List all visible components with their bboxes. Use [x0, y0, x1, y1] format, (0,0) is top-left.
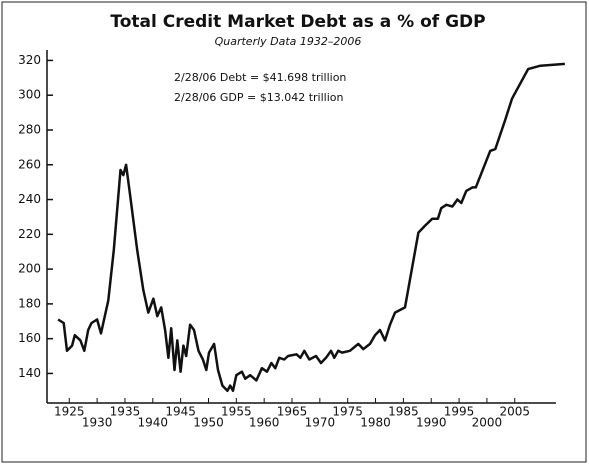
data-line	[57, 62, 565, 393]
x-tick-label: 1990	[416, 416, 447, 430]
y-tick-label: 240	[18, 192, 41, 206]
y-tick-label: 280	[18, 122, 41, 136]
x-tick-label: 1925	[54, 405, 85, 419]
y-tick-label: 180	[18, 296, 41, 310]
x-tick-label: 1995	[444, 405, 475, 419]
annotation: 2/28/06 GDP = $13.042 trillion	[174, 91, 344, 104]
x-tick-label: 1980	[360, 416, 391, 430]
y-tick-label: 200	[18, 262, 41, 276]
y-tick-label: 300	[18, 88, 41, 102]
annotation: 2/28/06 Debt = $41.698 trillion	[174, 71, 346, 84]
x-tick-label: 2000	[472, 416, 503, 430]
x-tick-label: 1955	[221, 405, 252, 419]
y-tick-label: 320	[18, 53, 41, 67]
x-tick-label: 1975	[332, 405, 363, 419]
x-tick-label: 1985	[388, 405, 419, 419]
x-tick-label: 1930	[82, 416, 113, 430]
y-tick-label: 140	[18, 366, 41, 380]
x-tick-label: 1940	[138, 416, 169, 430]
x-tick-label: 2005	[499, 405, 530, 419]
x-tick-label: 1970	[305, 416, 336, 430]
chart-subtitle: Quarterly Data 1932–2006	[215, 35, 362, 48]
chart-title: Total Credit Market Debt as a % of GDP	[110, 12, 485, 32]
x-tick-label: 1965	[277, 405, 308, 419]
y-tick-label: 220	[18, 227, 41, 241]
x-tick-label: 1935	[110, 405, 141, 419]
y-tick-label: 260	[18, 157, 41, 171]
x-tick-label: 1950	[193, 416, 224, 430]
y-tick-label: 160	[18, 331, 41, 345]
x-tick-label: 1960	[249, 416, 280, 430]
x-tick-label: 1945	[165, 405, 196, 419]
